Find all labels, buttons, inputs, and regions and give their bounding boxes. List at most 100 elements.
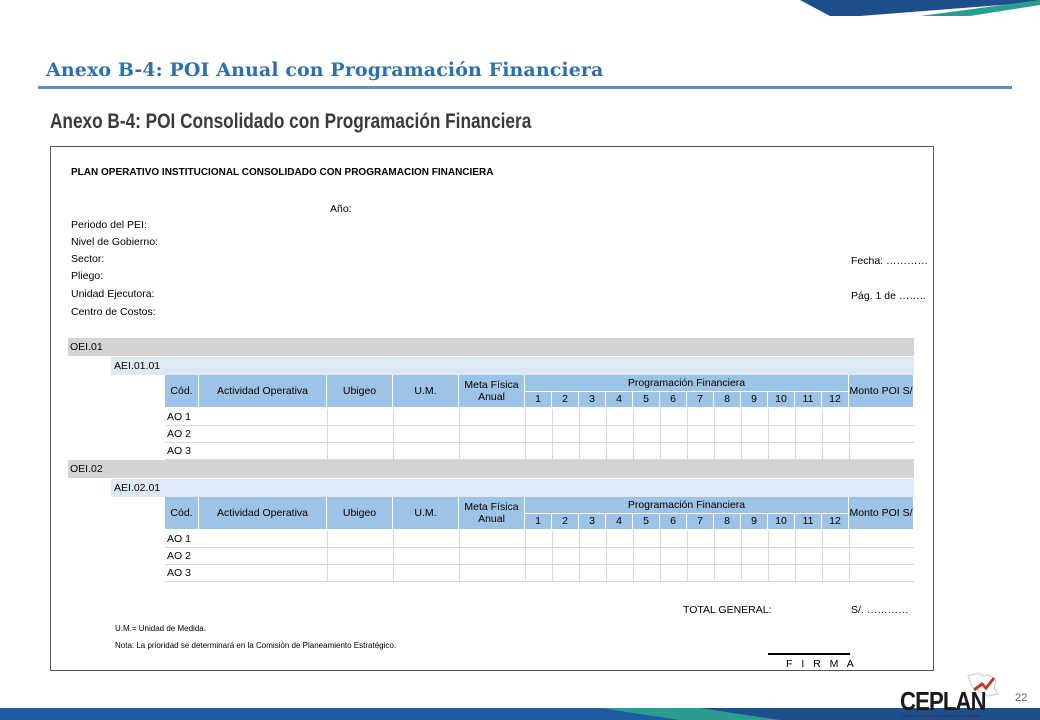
cell-divider bbox=[525, 443, 526, 460]
cell-divider bbox=[795, 426, 796, 443]
cell-divider bbox=[849, 548, 850, 565]
cell-divider bbox=[525, 409, 526, 426]
field-centro-costos: Centro de Costos: bbox=[71, 306, 156, 318]
table-row bbox=[199, 426, 914, 443]
aei-bar: AEI.02.01 bbox=[111, 479, 914, 497]
cell-divider bbox=[459, 443, 460, 460]
cell-divider bbox=[660, 426, 661, 443]
cell-divider bbox=[822, 409, 823, 426]
cell-divider bbox=[552, 531, 553, 548]
cell-divider bbox=[606, 409, 607, 426]
programacion-table: Cód. Actividad Operativa Ubigeo U.M. Meta Fí… bbox=[165, 375, 914, 461]
cell-divider bbox=[849, 565, 850, 582]
programacion-table: Cód. Actividad Operativa Ubigeo U.M. Meta Fí… bbox=[165, 497, 914, 583]
bottom-decoration bbox=[0, 708, 1040, 720]
cell-divider bbox=[579, 409, 580, 426]
cell-divider bbox=[714, 565, 715, 582]
month-header: 9 bbox=[741, 514, 768, 529]
cell-divider bbox=[327, 565, 328, 582]
month-header: 1 bbox=[525, 392, 552, 407]
cell-divider bbox=[741, 565, 742, 582]
cell-divider bbox=[327, 409, 328, 426]
month-header: 12 bbox=[822, 514, 849, 529]
activity-row-code: AO 1 bbox=[165, 531, 199, 548]
cell-divider bbox=[660, 531, 661, 548]
month-header: 8 bbox=[714, 514, 741, 529]
cell-divider bbox=[687, 548, 688, 565]
month-header: 1 bbox=[525, 514, 552, 529]
cell-divider bbox=[525, 426, 526, 443]
cell-divider bbox=[849, 443, 850, 460]
cell-divider bbox=[822, 443, 823, 460]
cell-divider bbox=[741, 548, 742, 565]
cell-divider bbox=[849, 531, 850, 548]
cell-divider bbox=[633, 426, 634, 443]
cell-divider bbox=[768, 565, 769, 582]
month-header: 4 bbox=[606, 514, 633, 529]
oei-bar: OEI.02 bbox=[68, 460, 914, 478]
signature-line bbox=[768, 653, 850, 655]
plan-title: PLAN OPERATIVO INSTITUCIONAL CONSOLIDADO… bbox=[71, 167, 494, 178]
cell-divider bbox=[579, 565, 580, 582]
cell-divider bbox=[687, 426, 688, 443]
cell-divider bbox=[327, 531, 328, 548]
month-header: 6 bbox=[660, 392, 687, 407]
cell-divider bbox=[606, 426, 607, 443]
activity-row-code: AO 2 bbox=[165, 548, 199, 565]
cell-divider bbox=[606, 548, 607, 565]
cell-divider bbox=[687, 531, 688, 548]
cell-divider bbox=[822, 426, 823, 443]
cell-divider bbox=[795, 531, 796, 548]
activity-row-code: AO 1 bbox=[165, 409, 199, 426]
note-um: U.M.= Unidad de Medida. bbox=[115, 624, 206, 633]
aei-bar: AEI.01.01 bbox=[111, 357, 914, 375]
cell-divider bbox=[714, 409, 715, 426]
aei-label: AEI.01.01 bbox=[114, 360, 161, 372]
cell-divider bbox=[525, 548, 526, 565]
cell-divider bbox=[633, 565, 634, 582]
field-pliego: Pliego: bbox=[71, 270, 104, 282]
cell-divider bbox=[795, 409, 796, 426]
cell-divider bbox=[714, 443, 715, 460]
month-header: 5 bbox=[633, 392, 660, 407]
month-header: 12 bbox=[822, 392, 849, 407]
cell-divider bbox=[687, 443, 688, 460]
col-header-actividad: Actividad Operativa bbox=[199, 497, 327, 529]
cell-divider bbox=[633, 531, 634, 548]
fecha-label: Fecha: ………… bbox=[851, 255, 929, 267]
pagina-label: Pág. 1 de …….. bbox=[851, 290, 926, 302]
cell-divider bbox=[741, 443, 742, 460]
cell-divider bbox=[606, 565, 607, 582]
cell-divider bbox=[633, 443, 634, 460]
slide-title: Anexo B-4: POI Anual con Programación Fi… bbox=[46, 59, 604, 81]
month-header: 10 bbox=[768, 514, 795, 529]
month-header: 8 bbox=[714, 392, 741, 407]
cell-divider bbox=[393, 548, 394, 565]
table-row bbox=[199, 548, 914, 565]
month-header: 3 bbox=[579, 392, 606, 407]
table-row bbox=[199, 409, 914, 426]
cell-divider bbox=[579, 426, 580, 443]
cell-divider bbox=[768, 409, 769, 426]
top-decoration bbox=[800, 0, 1040, 16]
cell-divider bbox=[660, 409, 661, 426]
cell-divider bbox=[552, 565, 553, 582]
cell-divider bbox=[552, 409, 553, 426]
cell-divider bbox=[768, 548, 769, 565]
month-header: 5 bbox=[633, 514, 660, 529]
field-periodo-pei: Periodo del PEI: bbox=[71, 219, 147, 231]
cell-divider bbox=[822, 531, 823, 548]
month-header: 11 bbox=[795, 392, 822, 407]
col-header-meta-fisica: Meta Física Anual bbox=[459, 375, 525, 407]
cell-divider bbox=[393, 565, 394, 582]
col-header-meta-fisica: Meta Física Anual bbox=[459, 497, 525, 529]
oei-bar: OEI.01 bbox=[68, 338, 914, 356]
cell-divider bbox=[633, 548, 634, 565]
month-header: 7 bbox=[687, 514, 714, 529]
cell-divider bbox=[525, 531, 526, 548]
month-header: 7 bbox=[687, 392, 714, 407]
cell-divider bbox=[849, 426, 850, 443]
activity-row-code: AO 2 bbox=[165, 426, 199, 443]
col-header-ubigeo: Ubigeo bbox=[327, 375, 393, 407]
cell-divider bbox=[741, 531, 742, 548]
